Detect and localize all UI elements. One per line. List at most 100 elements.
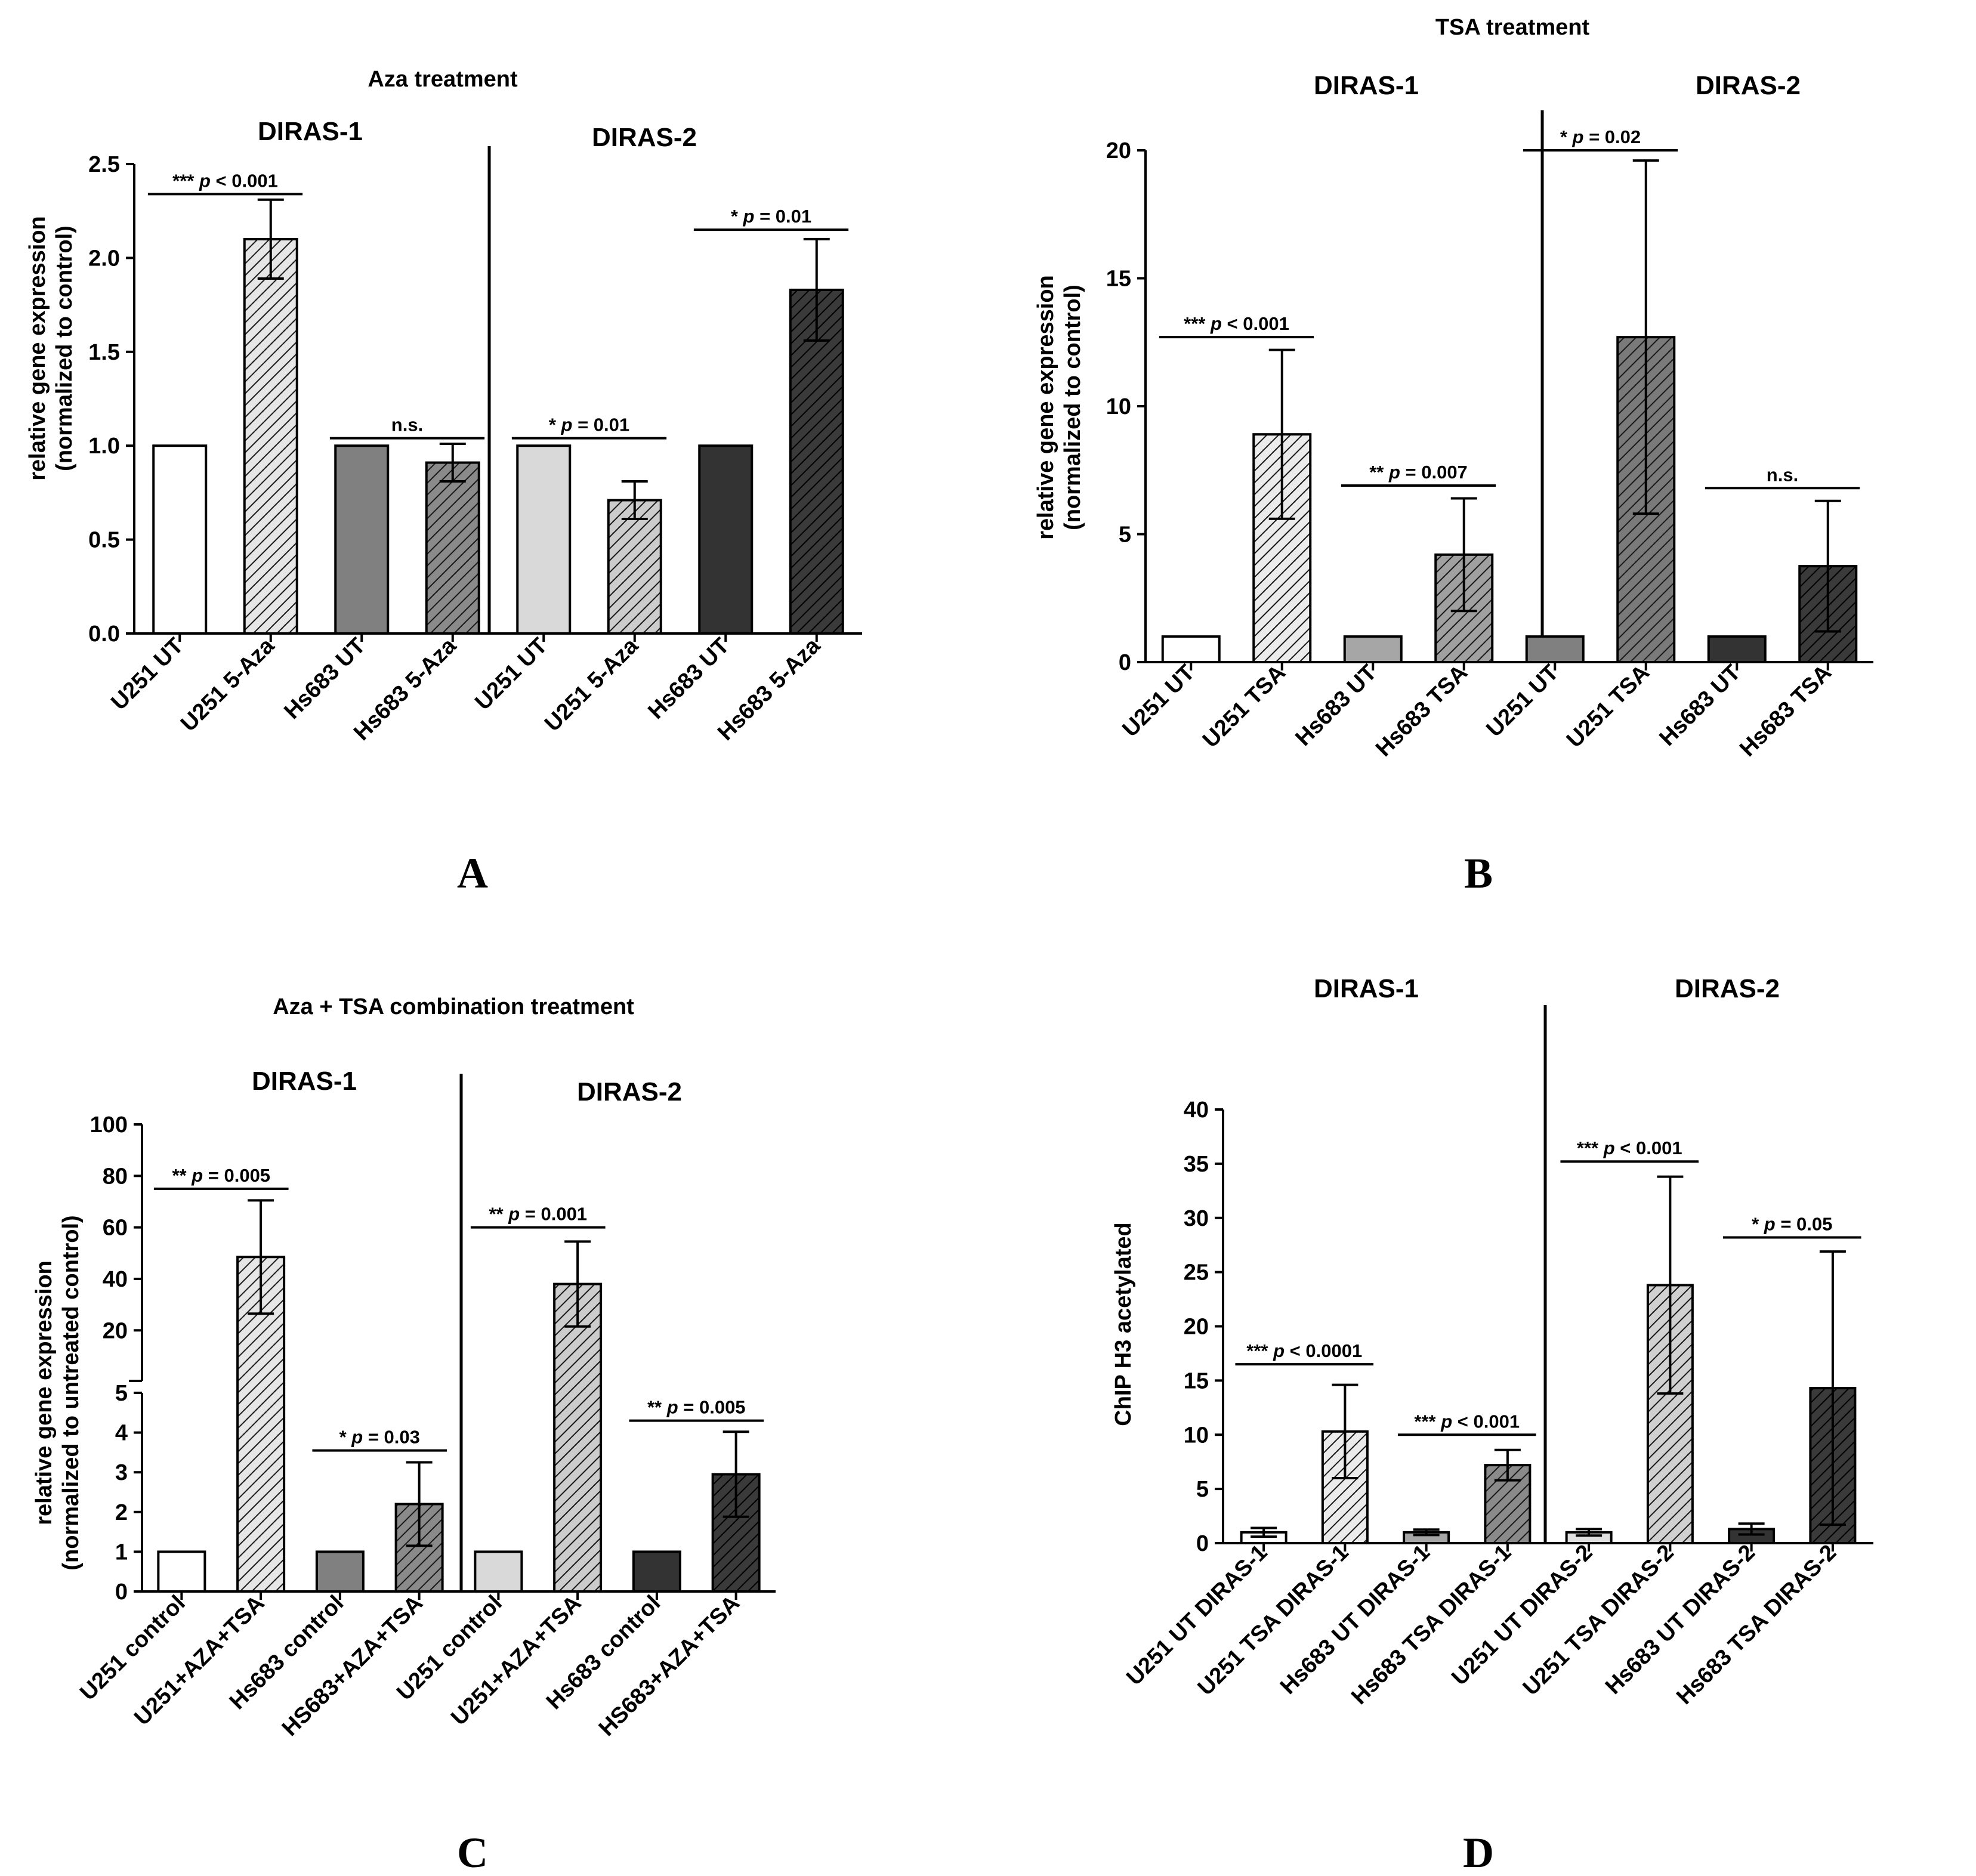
category-label: U251 5-Aza <box>540 633 644 737</box>
sig-p: p <box>1603 1138 1615 1158</box>
bar <box>1525 635 1585 663</box>
panel-d-letter: D <box>1463 1829 1494 1876</box>
bar <box>553 1282 603 1593</box>
significance-label: n.s. <box>1767 464 1798 485</box>
bar <box>516 444 572 635</box>
significance-label: ** p = 0.007 <box>1369 462 1468 483</box>
bar <box>334 444 390 635</box>
panel-d-group-2: DIRAS-2 <box>1675 974 1780 1003</box>
sig-stars: ** <box>647 1397 667 1418</box>
significance-label: *** p < 0.0001 <box>1246 1340 1362 1361</box>
panel-b-title: TSA treatment <box>1435 15 1590 40</box>
significance-label: * p = 0.01 <box>731 206 811 227</box>
panel-c-letter: C <box>457 1829 488 1876</box>
category-label: Hs683 UT <box>279 633 370 724</box>
panel-a-group-2: DIRAS-2 <box>592 123 697 152</box>
category-label: Hs683 TSA DIRAS-1 <box>1347 1540 1516 1710</box>
y-tick-label: 0.0 <box>88 622 120 647</box>
y-tick-label: 2 <box>115 1500 128 1525</box>
sig-p: p <box>1388 462 1400 483</box>
y-tick-label: 0 <box>1196 1531 1209 1556</box>
sig-p: p <box>1764 1213 1776 1234</box>
sig-stars: * <box>1560 126 1573 147</box>
category-label: Hs683 TSA <box>1735 660 1836 762</box>
y-tick-label: 100 <box>90 1112 128 1138</box>
y-tick-label: 30 <box>1184 1206 1209 1231</box>
significance-label: * p = 0.03 <box>339 1427 420 1448</box>
bar <box>425 461 480 635</box>
significance-label: ** p = 0.005 <box>647 1397 746 1418</box>
sig-stars: *** <box>1184 313 1211 334</box>
y-tick-label: 2.0 <box>88 246 120 271</box>
sig-p: p <box>1273 1340 1285 1361</box>
panel-b-letter: B <box>1464 849 1493 897</box>
panel-c: Aza + TSA combination treatment DIRAS-1 … <box>32 994 776 1876</box>
y-tick-label: 35 <box>1184 1152 1209 1177</box>
significance-label: ** p = 0.001 <box>489 1204 587 1225</box>
sig-stars: * <box>731 206 743 227</box>
category-label: Hs683 UT DIRAS-2 <box>1601 1540 1760 1699</box>
y-tick-label: 10 <box>1184 1423 1209 1448</box>
sig-value: = 0.001 <box>520 1204 587 1225</box>
panel-d: DIRAS-1 DIRAS-2 ChIP H3 acetylated 0 5 10 1… <box>1111 974 1873 1876</box>
sig-stars: ** <box>172 1165 192 1186</box>
sig-value: < 0.001 <box>1452 1411 1520 1432</box>
sig-stars: * <box>339 1427 352 1448</box>
sig-value: = 0.007 <box>1400 462 1468 483</box>
bar <box>474 1550 523 1593</box>
sig-value: = 0.005 <box>678 1397 746 1418</box>
y-tick-label: 5 <box>1119 523 1131 548</box>
category-label: U251 UT <box>470 633 552 715</box>
sig-value: = 0.01 <box>572 415 629 435</box>
category-label: U251 UT <box>1481 660 1563 742</box>
sig-value: n.s. <box>1767 464 1798 485</box>
category-label: Hs683 UT <box>1654 660 1745 751</box>
sig-value: < 0.001 <box>211 170 278 191</box>
bar <box>152 444 208 635</box>
panel-a-letter: A <box>457 849 488 897</box>
bar <box>315 1550 365 1593</box>
y-tick-label: 10 <box>1106 394 1131 419</box>
sig-value: = 0.02 <box>1583 126 1641 147</box>
panel-c-title: Aza + TSA combination treatment <box>273 994 634 1019</box>
sig-p: p <box>199 170 211 191</box>
sig-p: p <box>1440 1411 1452 1432</box>
y-tick-label: 4 <box>115 1421 128 1446</box>
significance-label: ** p = 0.005 <box>172 1165 270 1186</box>
y-tick-label: 20 <box>1184 1315 1209 1340</box>
bar <box>698 444 754 635</box>
significance-label: *** p < 0.001 <box>1414 1411 1520 1432</box>
sig-stars: * <box>549 415 561 435</box>
bar <box>607 499 662 635</box>
bar <box>632 1550 681 1593</box>
y-tick-label: 5 <box>1196 1477 1209 1502</box>
panel-b-group-2: DIRAS-2 <box>1696 71 1801 100</box>
panel-b-group-1: DIRAS-1 <box>1314 71 1419 100</box>
panel-a: Aza treatment DIRAS-1 DIRAS-2 relative g… <box>25 67 862 897</box>
sig-p: p <box>1210 313 1222 334</box>
y-tick-label: 20 <box>1106 138 1131 163</box>
bar <box>1707 635 1767 663</box>
y-tick-label: 80 <box>103 1164 128 1189</box>
panel-c-ylabel-2: (normalized to untreated control) <box>58 1215 84 1570</box>
y-tick-label: 1.0 <box>88 434 120 459</box>
sig-p: p <box>1572 126 1584 147</box>
sig-stars: * <box>1752 1213 1764 1234</box>
category-label: Hs683 TSA DIRAS-2 <box>1672 1540 1841 1710</box>
y-tick-label: 25 <box>1184 1260 1209 1285</box>
y-tick-label: 15 <box>1106 267 1131 292</box>
panel-d-ylabel-1: ChIP H3 acetylated <box>1111 1222 1136 1426</box>
sig-p: p <box>508 1204 520 1225</box>
significance-label: *** p < 0.001 <box>1577 1138 1682 1158</box>
category-label: U251 UT DIRAS-2 <box>1447 1540 1597 1690</box>
significance-label: * p = 0.05 <box>1752 1213 1832 1234</box>
category-label: Hs683 UT <box>1290 660 1381 751</box>
sig-p: p <box>561 415 573 435</box>
category-label: HS683+AZA+TSA <box>594 1591 745 1741</box>
category-label: U251+AZA+TSA <box>129 1591 269 1730</box>
y-tick-label: 60 <box>103 1216 128 1241</box>
